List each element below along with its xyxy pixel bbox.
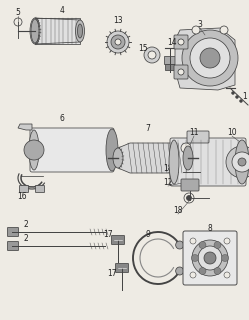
Circle shape [190,238,196,244]
Text: 2: 2 [24,234,28,243]
FancyBboxPatch shape [112,236,124,244]
Circle shape [24,140,44,160]
Circle shape [176,241,184,249]
Ellipse shape [115,39,121,45]
Ellipse shape [235,140,249,184]
Ellipse shape [106,129,118,171]
FancyBboxPatch shape [7,242,18,251]
Circle shape [236,95,239,99]
Text: 16: 16 [17,191,27,201]
Circle shape [191,254,198,261]
Text: 10: 10 [227,127,237,137]
Circle shape [220,26,228,34]
Text: 7: 7 [146,124,150,132]
Circle shape [184,193,194,203]
Text: 8: 8 [208,223,212,233]
Ellipse shape [30,18,40,44]
Text: 4: 4 [60,5,64,14]
Text: 14: 14 [167,37,177,46]
Ellipse shape [107,31,129,53]
Circle shape [222,254,229,261]
Circle shape [190,272,196,278]
FancyBboxPatch shape [7,228,18,236]
Circle shape [182,30,238,86]
FancyBboxPatch shape [170,138,246,186]
FancyBboxPatch shape [174,35,188,49]
Circle shape [192,26,200,34]
Ellipse shape [169,140,179,184]
Ellipse shape [113,148,123,168]
Text: 3: 3 [197,20,202,28]
Polygon shape [175,28,235,90]
Text: 9: 9 [146,229,150,238]
FancyBboxPatch shape [116,263,128,273]
Ellipse shape [75,20,84,42]
Circle shape [199,268,206,275]
Circle shape [204,252,216,264]
Text: 1: 1 [243,92,247,100]
FancyBboxPatch shape [187,131,209,143]
FancyBboxPatch shape [164,56,176,64]
Circle shape [148,51,156,59]
Circle shape [14,18,22,26]
FancyBboxPatch shape [35,18,80,44]
Ellipse shape [77,24,82,38]
Circle shape [232,152,249,172]
Circle shape [178,170,183,174]
Ellipse shape [31,19,39,43]
Text: 17: 17 [107,269,117,278]
Circle shape [214,242,221,249]
Polygon shape [118,143,188,173]
Circle shape [199,242,206,249]
FancyBboxPatch shape [36,186,45,193]
FancyBboxPatch shape [19,186,28,193]
FancyBboxPatch shape [183,231,237,285]
Text: 13: 13 [113,15,123,25]
Circle shape [224,272,230,278]
Ellipse shape [183,146,193,170]
Circle shape [187,196,191,201]
Text: 11: 11 [189,127,199,137]
Circle shape [214,268,221,275]
Circle shape [181,143,191,153]
Text: 2: 2 [24,220,28,228]
FancyBboxPatch shape [174,65,188,79]
Text: 12: 12 [163,178,173,187]
Circle shape [224,238,230,244]
Ellipse shape [29,130,39,170]
Circle shape [232,92,235,94]
Circle shape [178,69,184,75]
Text: 15: 15 [138,44,148,52]
Polygon shape [18,124,32,130]
Circle shape [190,38,230,78]
Circle shape [177,139,195,157]
Text: 17: 17 [103,229,113,238]
Circle shape [238,158,246,166]
Circle shape [226,146,249,178]
Ellipse shape [111,35,125,49]
Text: 6: 6 [60,114,64,123]
Circle shape [198,246,222,270]
FancyBboxPatch shape [165,64,175,70]
Circle shape [176,267,184,275]
FancyBboxPatch shape [30,128,114,172]
Circle shape [175,167,185,177]
Text: 18: 18 [163,164,173,172]
Text: 18: 18 [173,205,183,214]
Circle shape [192,240,228,276]
FancyBboxPatch shape [181,179,199,191]
Circle shape [200,48,220,68]
Circle shape [144,47,160,63]
Circle shape [240,100,243,102]
Circle shape [178,39,184,45]
Text: 5: 5 [15,7,20,17]
